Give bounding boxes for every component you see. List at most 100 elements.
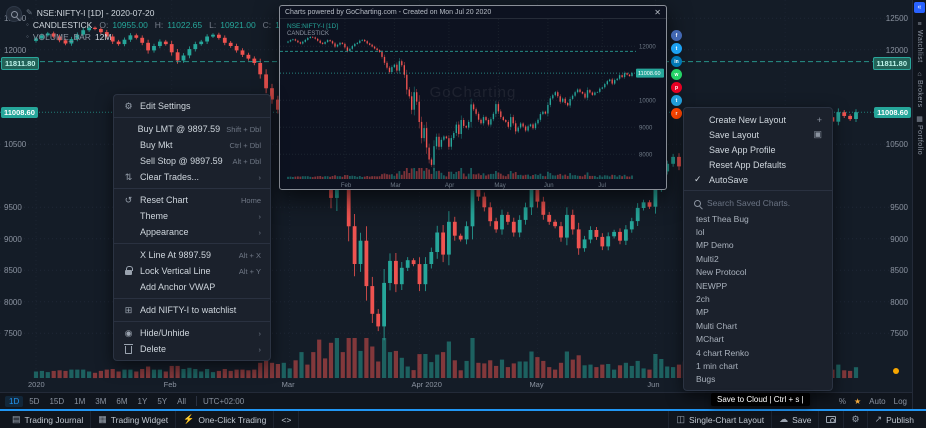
- saved-charts-search[interactable]: [684, 194, 832, 212]
- watchlist-icon: ≡: [917, 21, 922, 28]
- close-icon[interactable]: ✕: [654, 7, 661, 17]
- footer-app-settings-button[interactable]: ⚙: [843, 411, 866, 428]
- menu-item-delete[interactable]: Delete ›: [114, 341, 270, 357]
- saved-chart-item[interactable]: New Protocol: [696, 267, 747, 278]
- saved-chart-item[interactable]: 1 min chart: [696, 360, 739, 371]
- menu-shortcut: Ctrl + Dbl: [229, 140, 261, 150]
- share-telegram-button[interactable]: t: [671, 95, 682, 106]
- menu-shortcut: Alt + Dbl: [232, 156, 261, 166]
- footer-one-click-trading-button[interactable]: ⚡ One-Click Trading: [176, 411, 275, 428]
- menu-item-reset-app-defaults[interactable]: Reset App Defaults: [684, 157, 832, 172]
- symbol-row[interactable]: ✎ NSE:NIFTY-I [1D] - 2020-07-20: [26, 7, 305, 19]
- saved-chart-item[interactable]: MP: [696, 307, 709, 318]
- saved-chart-item[interactable]: Multi2: [696, 253, 719, 264]
- footer-single-chart-layout-button[interactable]: ◫ Single-Chart Layout: [668, 411, 771, 428]
- timeframe-15d-button[interactable]: 15D: [49, 396, 65, 406]
- price-badge-prev: 11811.80: [872, 56, 911, 70]
- menu-item-save-app-profile[interactable]: Save App Profile: [684, 142, 832, 157]
- time-label: 2020: [28, 380, 45, 389]
- menu-item-x-line[interactable]: X Line At 9897.59 Alt + X: [114, 247, 270, 263]
- side-tab-brokers[interactable]: ⌂ Brokers: [916, 71, 923, 108]
- saved-chart-item[interactable]: 2ch: [696, 294, 710, 305]
- menu-item-theme[interactable]: Theme ›: [114, 208, 270, 224]
- menu-item-label: Theme: [140, 211, 169, 221]
- footer-code-panel-button[interactable]: <>: [274, 411, 300, 428]
- timeframe-5y-button[interactable]: 5Y: [157, 396, 168, 406]
- eye-icon: ◉: [124, 327, 133, 338]
- saved-chart-item[interactable]: MP Demo: [696, 240, 734, 251]
- price-badge-prev: 11811.80: [1, 56, 40, 70]
- price-label: 12500: [885, 14, 908, 24]
- footer-item-label: <>: [281, 414, 292, 425]
- favorite-star-icon[interactable]: ★: [854, 396, 862, 406]
- menu-item-add-to-watchlist[interactable]: ⊞ Add NIFTY-I to watchlist: [114, 302, 270, 318]
- side-tab-portfolio[interactable]: ▦ Portfolio: [916, 115, 923, 155]
- menu-item-save-layout[interactable]: Save Layout ▣: [684, 127, 832, 142]
- popup-title-bar: Charts powered by GoCharting.com - Creat…: [280, 6, 666, 19]
- sliders-icon: ⇅: [124, 171, 133, 182]
- menu-item-reset-chart[interactable]: ↺ Reset Chart Home: [114, 192, 270, 208]
- footer-snapshot-button[interactable]: [818, 411, 843, 428]
- menu-item-lock-vertical-line[interactable]: Lock Vertical Line Alt + Y: [114, 263, 270, 279]
- svg-text:Feb: Feb: [341, 183, 352, 189]
- footer-trading-widget-button[interactable]: ▦ Trading Widget: [91, 411, 177, 428]
- menu-item-appearance[interactable]: Appearance ›: [114, 224, 270, 240]
- menu-item-hide-unhide[interactable]: ◉ Hide/Unhide ›: [114, 325, 270, 341]
- menu-item-add-anchor-vwap[interactable]: Add Anchor VWAP: [114, 279, 270, 295]
- timeframe-3m-button[interactable]: 3M: [95, 396, 107, 406]
- footer-trading-journal-button[interactable]: ▤ Trading Journal: [5, 411, 92, 428]
- menu-item-label: Save App Profile: [709, 144, 776, 155]
- menu-item-edit-settings[interactable]: ⚙ Edit Settings: [114, 98, 270, 114]
- side-tab-watchlist[interactable]: ≡ Watchlist: [916, 21, 923, 63]
- saved-chart-item[interactable]: Multi Chart: [696, 320, 738, 331]
- saved-chart-item[interactable]: Bugs: [696, 374, 716, 385]
- svg-text:Jul: Jul: [598, 183, 606, 189]
- share-twitter-button[interactable]: t: [671, 43, 682, 54]
- share-whatsapp-button[interactable]: w: [671, 69, 682, 80]
- volume-row[interactable]: ◦ VOLUME_BAR 12M: [26, 31, 305, 43]
- chevron-right-icon: ›: [258, 344, 262, 354]
- menu-shortcut: Shift + Dbl: [226, 124, 261, 134]
- timeframe-1m-button[interactable]: 1M: [74, 396, 86, 406]
- symbol-search-button[interactable]: [6, 6, 22, 22]
- menu-item-label: Create New Layout: [709, 114, 787, 125]
- timeframe-1d-button[interactable]: 1D: [5, 395, 24, 407]
- saved-charts-search-input[interactable]: [707, 198, 822, 208]
- candlestick-row[interactable]: ◦ CANDLESTICK O: 10955.00 H: 11022.65 L: 10…: [26, 19, 305, 31]
- menu-item-autosave[interactable]: ✓ AutoSave: [684, 172, 832, 187]
- saved-chart-item[interactable]: lol: [696, 227, 705, 238]
- share-reddit-button[interactable]: r: [671, 108, 682, 119]
- price-label: 12000: [4, 45, 27, 55]
- layoutgrid-icon: ◫: [676, 414, 685, 424]
- timezone-button[interactable]: UTC+02:00: [203, 396, 245, 406]
- popup-symbol-label: NSE:NIFTY-I [1D]: [287, 23, 339, 30]
- menu-item-buy-mkt[interactable]: Buy Mkt Ctrl + Dbl: [114, 137, 270, 153]
- menu-item-buy-lmt[interactable]: Buy LMT @ 9897.59 Shift + Dbl: [114, 121, 270, 137]
- share-pinterest-button[interactable]: p: [671, 82, 682, 93]
- footer-publish-button[interactable]: ↗ Publish: [866, 411, 921, 428]
- log-scale-button[interactable]: Log: [893, 396, 907, 406]
- save-tooltip: Save to Cloud | Ctrl + s |: [711, 393, 810, 406]
- panel-collapse-button[interactable]: «: [914, 2, 925, 13]
- saved-chart-item[interactable]: 4 chart Renko: [696, 347, 749, 358]
- timeframe-6m-button[interactable]: 6M: [116, 396, 128, 406]
- saved-chart-item[interactable]: MChart: [696, 334, 724, 345]
- footer-save-button[interactable]: ☁ Save: [771, 411, 818, 428]
- share-facebook-button[interactable]: f: [671, 30, 682, 41]
- timeframe-5d-button[interactable]: 5D: [29, 396, 40, 406]
- auto-scale-button[interactable]: Auto: [869, 396, 886, 406]
- saved-chart-item[interactable]: NEWPP: [696, 280, 728, 291]
- menu-item-sell-stop[interactable]: Sell Stop @ 9897.59 Alt + Dbl: [114, 153, 270, 169]
- gear-icon: ⚙: [124, 100, 133, 111]
- time-label: Feb: [163, 380, 177, 389]
- saved-chart-item[interactable]: test Thea Bug: [696, 213, 749, 224]
- timeframe-1y-button[interactable]: 1Y: [137, 396, 148, 406]
- percent-scale-icon[interactable]: %: [838, 396, 846, 406]
- timeframe-all-button[interactable]: All: [177, 396, 187, 406]
- menu-item-clear-trades[interactable]: ⇅ Clear Trades... ›: [114, 169, 270, 185]
- series-label: CANDLESTICK: [32, 20, 93, 30]
- share-linkedin-button[interactable]: in: [671, 56, 682, 67]
- menu-item-create-new-layout[interactable]: Create New Layout +: [684, 112, 832, 127]
- menu-item-label: Sell Stop @ 9897.59: [140, 156, 223, 166]
- chart-context-menu: ⚙ Edit Settings Buy LMT @ 9897.59 Shift + D…: [113, 94, 271, 361]
